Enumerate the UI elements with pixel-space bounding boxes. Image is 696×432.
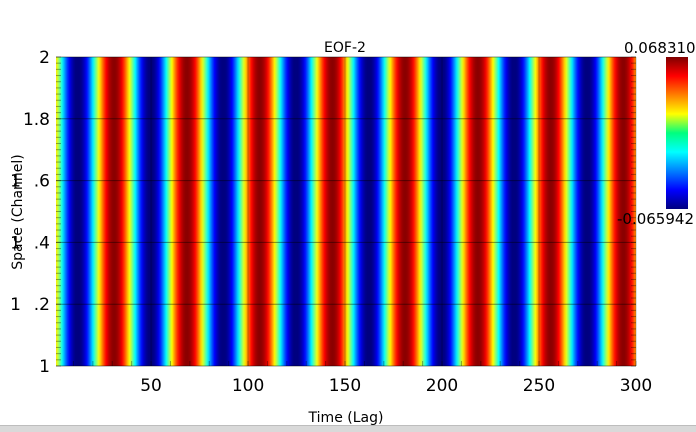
chart-title: EOF-2 xyxy=(324,40,366,56)
y-tick-label-prefix: 1 xyxy=(10,295,21,315)
x-tick-label: 300 xyxy=(620,376,652,396)
x-tick-label: 150 xyxy=(329,376,361,396)
colorbar-min-label: -0.065942 xyxy=(617,210,694,228)
x-tick-label: 50 xyxy=(140,376,162,396)
x-axis-label: Time (Lag) xyxy=(308,410,384,426)
y-tick-label: .6 xyxy=(34,172,50,192)
y-tick-label-prefix: 1 xyxy=(10,233,21,253)
y-tick-label: 1.8 xyxy=(23,110,50,130)
y-tick-label: .2 xyxy=(34,295,50,315)
x-tick-label: 200 xyxy=(426,376,458,396)
x-axis-ticks: 50 100 150 200 250 300 xyxy=(140,376,652,396)
heatmap-plot-area xyxy=(56,57,636,366)
y-tick-label: 2 xyxy=(39,48,50,68)
y-axis-label: Space (Channel) xyxy=(10,154,26,270)
x-tick-label: 250 xyxy=(523,376,555,396)
window-bottom-edge xyxy=(0,425,696,432)
x-tick-label: 100 xyxy=(232,376,264,396)
y-tick-label-prefix: 1 xyxy=(10,172,21,192)
y-axis-ticks: 2 1.8 .6 .4 .2 1 1 1 1 xyxy=(10,48,50,377)
y-tick-label: 1 xyxy=(39,357,50,377)
colorbar-max-label: 0.068310 xyxy=(624,39,696,57)
colorbar xyxy=(666,57,688,209)
grid-lines xyxy=(56,56,637,367)
y-tick-label: .4 xyxy=(34,233,50,253)
